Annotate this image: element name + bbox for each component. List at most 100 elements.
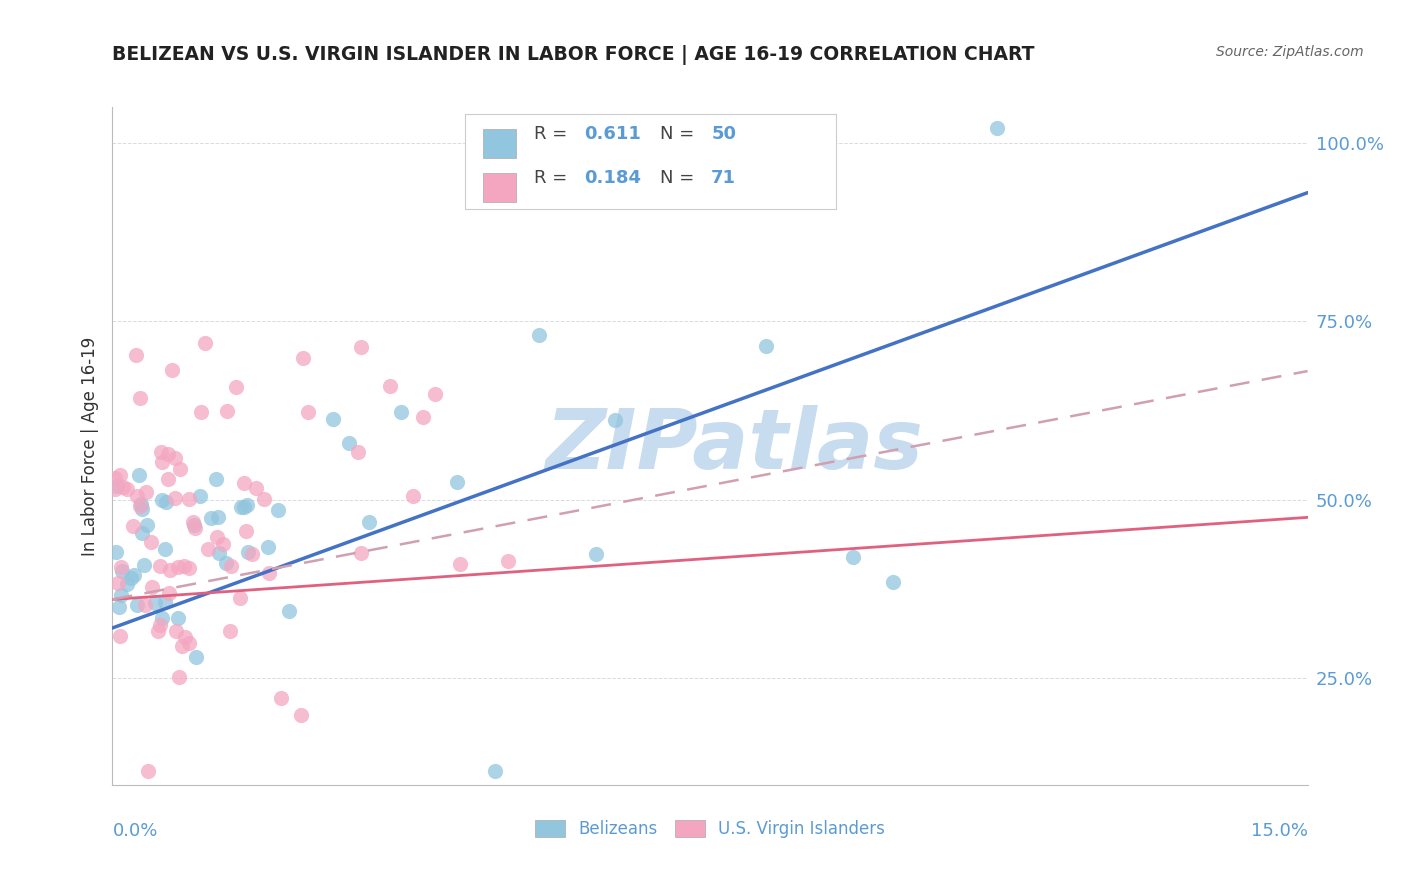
Text: Source: ZipAtlas.com: Source: ZipAtlas.com	[1216, 45, 1364, 59]
Point	[233, 476, 256, 491]
Point	[278, 604, 301, 618]
Point	[484, 764, 506, 778]
Point	[179, 635, 201, 649]
Point	[402, 489, 425, 503]
Point	[347, 445, 370, 459]
Point	[242, 547, 264, 561]
Point	[107, 479, 129, 493]
Point	[200, 511, 222, 525]
Point	[297, 405, 319, 419]
Point	[350, 546, 373, 560]
Point	[150, 455, 173, 469]
Point	[156, 447, 179, 461]
Point	[146, 624, 169, 639]
Text: 0.184: 0.184	[585, 169, 641, 187]
Point	[155, 494, 177, 508]
Point	[122, 568, 145, 582]
Point	[221, 559, 243, 574]
Point	[149, 559, 172, 574]
Point	[172, 639, 194, 653]
Point	[755, 339, 778, 353]
Point	[173, 559, 195, 574]
Point	[446, 475, 468, 490]
Point	[496, 554, 519, 568]
Point	[111, 564, 134, 578]
Point	[235, 524, 257, 538]
Point	[197, 542, 219, 557]
Point	[153, 542, 176, 557]
Point	[141, 580, 163, 594]
Y-axis label: In Labor Force | Age 16-19: In Labor Force | Age 16-19	[80, 336, 98, 556]
Point	[267, 502, 290, 516]
Point	[423, 387, 446, 401]
Point	[231, 500, 253, 514]
Point	[181, 515, 204, 529]
Point	[122, 519, 145, 533]
Point	[156, 472, 179, 486]
Point	[167, 610, 190, 624]
Point	[104, 482, 127, 496]
Point	[117, 482, 139, 496]
Point	[290, 707, 312, 722]
FancyBboxPatch shape	[484, 129, 516, 158]
Point	[238, 545, 260, 559]
Text: 0.611: 0.611	[585, 125, 641, 143]
Text: R =: R =	[534, 169, 574, 187]
Point	[270, 690, 292, 705]
Point	[149, 617, 172, 632]
Point	[110, 629, 132, 643]
Point	[163, 491, 186, 506]
Point	[127, 489, 149, 503]
Point	[145, 596, 167, 610]
Point	[190, 405, 212, 419]
Point	[449, 557, 471, 571]
FancyBboxPatch shape	[465, 114, 835, 209]
Point	[136, 764, 159, 778]
Point	[253, 491, 276, 506]
Point	[166, 559, 188, 574]
Point	[105, 545, 128, 559]
Point	[225, 380, 247, 394]
Point	[194, 335, 217, 350]
Point	[205, 530, 228, 544]
Point	[129, 496, 152, 510]
Legend: Belizeans, U.S. Virgin Islanders: Belizeans, U.S. Virgin Islanders	[529, 813, 891, 845]
Point	[125, 598, 148, 612]
Text: 71: 71	[711, 169, 737, 187]
Point	[207, 510, 229, 524]
Point	[173, 630, 195, 644]
Point	[108, 467, 131, 482]
Point	[135, 485, 157, 500]
Point	[229, 591, 252, 605]
Point	[131, 502, 153, 516]
Point	[322, 411, 344, 425]
Point	[215, 403, 238, 417]
Point	[184, 521, 207, 535]
Text: 15.0%: 15.0%	[1250, 822, 1308, 840]
Point	[135, 518, 157, 533]
Point	[167, 670, 190, 684]
Point	[125, 348, 148, 362]
Point	[259, 566, 281, 580]
Point	[128, 391, 150, 405]
Point	[527, 328, 550, 343]
Point	[110, 560, 132, 574]
Point	[357, 515, 380, 529]
Point	[183, 518, 205, 533]
Point	[107, 576, 129, 591]
Point	[179, 561, 201, 575]
Text: BELIZEAN VS U.S. VIRGIN ISLANDER IN LABOR FORCE | AGE 16-19 CORRELATION CHART: BELIZEAN VS U.S. VIRGIN ISLANDER IN LABO…	[112, 45, 1035, 64]
Text: R =: R =	[534, 125, 574, 143]
Point	[115, 577, 138, 591]
Point	[134, 598, 156, 612]
Point	[169, 462, 191, 476]
Point	[111, 480, 134, 494]
Point	[120, 571, 142, 585]
Point	[150, 611, 173, 625]
Point	[134, 558, 156, 573]
Text: 50: 50	[711, 125, 737, 143]
Point	[162, 363, 184, 377]
Point	[104, 470, 127, 484]
Point	[149, 445, 172, 459]
Text: N =: N =	[659, 169, 700, 187]
